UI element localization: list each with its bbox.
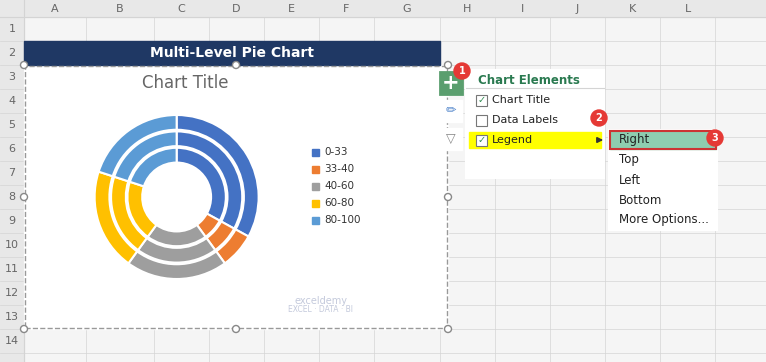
Bar [476, 115, 487, 126]
Text: 3: 3 [712, 133, 719, 143]
Wedge shape [197, 214, 220, 237]
Text: exceldemy: exceldemy [294, 296, 347, 306]
Text: K: K [629, 4, 636, 13]
Wedge shape [148, 225, 205, 246]
Text: 40-60: 40-60 [324, 181, 355, 191]
Bar [469, 132, 601, 148]
Text: F: F [343, 4, 350, 13]
Bar [25, 66, 447, 328]
Text: Legend: Legend [492, 135, 533, 145]
Wedge shape [138, 238, 215, 262]
Bar [0, 0, 766, 17]
Text: 33-40: 33-40 [324, 164, 355, 174]
Circle shape [21, 325, 28, 333]
Bar [466, 70, 604, 178]
Text: Chart Title: Chart Title [492, 95, 550, 105]
Text: 2: 2 [8, 48, 15, 58]
Text: 3: 3 [8, 72, 15, 82]
Text: Chart Elements: Chart Elements [478, 73, 580, 87]
Text: ✓: ✓ [477, 135, 486, 146]
Text: 12: 12 [5, 288, 19, 298]
Wedge shape [177, 131, 242, 229]
Wedge shape [129, 251, 225, 279]
Wedge shape [177, 115, 259, 236]
Text: 7: 7 [8, 168, 15, 178]
Bar [440, 128, 462, 150]
Bar [476, 95, 487, 106]
Text: Left: Left [619, 173, 641, 186]
Text: EXCEL · DATA · BI: EXCEL · DATA · BI [288, 304, 353, 313]
Text: 80-100: 80-100 [324, 215, 361, 225]
Bar [476, 135, 487, 146]
Text: 10: 10 [5, 240, 19, 250]
Bar [610, 131, 716, 149]
Wedge shape [207, 222, 234, 250]
Bar [24, 41, 440, 65]
Circle shape [21, 62, 28, 68]
Bar [609, 130, 717, 230]
Text: 1: 1 [8, 24, 15, 34]
Circle shape [233, 62, 240, 68]
Text: 1: 1 [459, 66, 466, 76]
Circle shape [444, 194, 451, 201]
Text: 6: 6 [8, 144, 15, 154]
Circle shape [21, 194, 28, 201]
Circle shape [454, 63, 470, 79]
Text: 8: 8 [8, 192, 15, 202]
Text: +: + [442, 73, 460, 93]
Text: J: J [576, 4, 579, 13]
Circle shape [444, 62, 451, 68]
Bar [0, 17, 24, 362]
Bar [313, 166, 319, 173]
Wedge shape [99, 115, 177, 176]
Text: 2: 2 [596, 113, 602, 123]
Circle shape [707, 130, 723, 146]
Circle shape [444, 325, 451, 333]
Bar [313, 199, 319, 207]
Text: ✏: ✏ [446, 105, 457, 118]
Text: 60-80: 60-80 [324, 198, 355, 208]
Bar [313, 216, 319, 224]
Text: A: A [51, 4, 59, 13]
Text: L: L [684, 4, 691, 13]
Text: 4: 4 [8, 96, 15, 106]
Text: 0-33: 0-33 [324, 147, 348, 157]
Bar [313, 149, 319, 156]
Text: Top: Top [619, 153, 639, 167]
Text: 9: 9 [8, 216, 15, 226]
Bar [440, 72, 462, 94]
Wedge shape [95, 172, 137, 263]
Text: H: H [463, 4, 472, 13]
Wedge shape [177, 148, 226, 221]
Text: Multi-Level Pie Chart: Multi-Level Pie Chart [150, 46, 314, 60]
Text: Right: Right [619, 134, 650, 147]
Text: ▽: ▽ [446, 132, 456, 146]
Bar [313, 182, 319, 190]
Text: Chart Title: Chart Title [142, 74, 228, 92]
Text: 11: 11 [5, 264, 19, 274]
Bar [440, 100, 462, 122]
Text: B: B [116, 4, 124, 13]
Text: Bottom: Bottom [619, 194, 663, 206]
Wedge shape [130, 148, 177, 186]
Wedge shape [111, 177, 147, 250]
Text: D: D [232, 4, 241, 13]
Bar [610, 131, 716, 149]
Text: I: I [521, 4, 524, 13]
Text: Data Labels: Data Labels [492, 115, 558, 125]
Text: G: G [403, 4, 411, 13]
Bar [24, 65, 448, 329]
Text: More Options...: More Options... [619, 214, 709, 227]
Text: ✓: ✓ [477, 96, 486, 105]
Circle shape [233, 325, 240, 333]
Wedge shape [127, 182, 156, 237]
Circle shape [591, 110, 607, 126]
Wedge shape [216, 230, 248, 263]
Text: 13: 13 [5, 312, 19, 322]
Text: 5: 5 [8, 120, 15, 130]
Text: 14: 14 [5, 336, 19, 346]
Text: E: E [288, 4, 295, 13]
Wedge shape [114, 131, 177, 181]
Text: C: C [178, 4, 185, 13]
